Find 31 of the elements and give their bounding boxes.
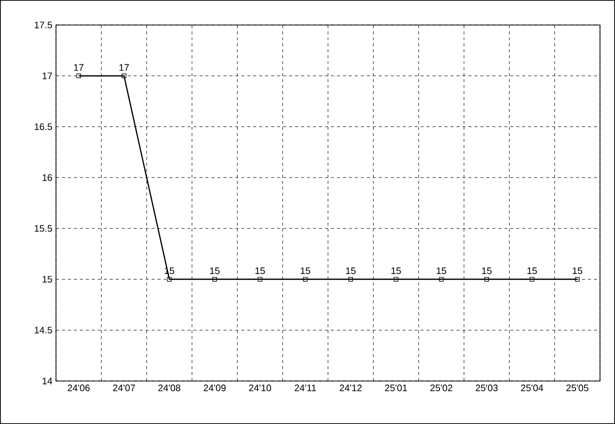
x-tick-label: 24'06 [68,384,90,392]
y-tick-label: 16 [42,174,52,181]
data-label: 15 [300,267,310,274]
x-tick-label: 25'05 [566,384,588,392]
y-tick-label: 15.5 [34,225,52,232]
x-tick-label: 24'07 [113,384,135,392]
y-tick-label: 17 [42,72,52,80]
data-label: 15 [255,267,265,274]
data-label: 15 [346,267,356,274]
data-label: 17 [119,64,129,71]
y-tick-label: 14 [42,378,52,384]
data-label: 15 [572,267,582,274]
data-label: 15 [391,267,401,274]
data-label: 15 [527,267,537,274]
y-tick-label: 15 [42,276,52,283]
y-tick-label: 17.5 [34,22,52,28]
x-tick-label: 25'01 [385,384,407,392]
data-label: 17 [74,64,84,71]
x-tick-label: 25'04 [521,384,544,392]
x-tick-label: 24'09 [204,384,226,392]
x-tick-label: 25'03 [476,384,498,392]
y-tick-label: 16.5 [34,123,52,130]
x-tick-label: 25'02 [430,384,452,392]
y-tick-label: 14.5 [34,326,52,334]
data-label: 15 [436,267,446,274]
x-tick-label: 24'12 [340,384,362,392]
x-tick-label: 24'10 [249,384,272,392]
data-label: 15 [210,267,220,274]
data-label: 15 [482,267,492,274]
x-tick-label: 24'08 [158,384,180,392]
x-tick-label: 24'11 [294,384,316,392]
